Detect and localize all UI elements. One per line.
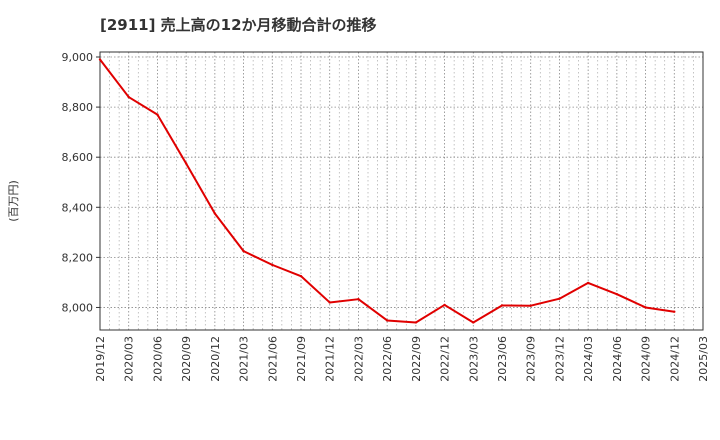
x-tick-label: 2023/06 bbox=[496, 336, 509, 382]
data-point bbox=[357, 297, 360, 301]
data-point bbox=[385, 319, 389, 322]
y-tick-label: 8,000 bbox=[62, 301, 94, 314]
data-point bbox=[443, 303, 446, 307]
x-tick-label: 2024/12 bbox=[668, 336, 681, 382]
x-tick-label: 2020/03 bbox=[123, 336, 136, 382]
grid-layer bbox=[100, 52, 703, 330]
x-axis-ticks: 2019/12 2020/03 2020/06 2020/09 2020/12 2021/… bbox=[94, 336, 710, 382]
data-point bbox=[500, 304, 504, 307]
data-point bbox=[213, 212, 217, 215]
y-axis-label: (百万円) bbox=[7, 180, 20, 222]
data-point bbox=[558, 297, 561, 300]
data-point bbox=[242, 249, 245, 253]
data-point bbox=[529, 304, 532, 307]
y-tick-label: 8,400 bbox=[62, 201, 94, 214]
data-point bbox=[644, 306, 647, 309]
y-tick-label: 9,000 bbox=[62, 51, 94, 64]
x-tick-label: 2024/06 bbox=[611, 336, 624, 382]
x-tick-label: 2022/06 bbox=[381, 336, 394, 382]
x-tick-label: 2021/03 bbox=[238, 336, 251, 382]
series-layer bbox=[98, 58, 676, 324]
x-tick-label: 2020/12 bbox=[209, 336, 222, 382]
x-tick-label: 2020/09 bbox=[180, 336, 193, 382]
plot-frame bbox=[99, 51, 704, 331]
data-point bbox=[673, 310, 676, 313]
y-tick-label: 8,800 bbox=[62, 101, 94, 114]
y-tick-label: 8,600 bbox=[62, 151, 94, 164]
data-point bbox=[184, 162, 188, 165]
data-point bbox=[271, 263, 274, 267]
data-point bbox=[328, 301, 331, 304]
x-tick-label: 2020/06 bbox=[151, 336, 164, 382]
x-tick-label: 2023/12 bbox=[553, 336, 566, 382]
data-point bbox=[127, 95, 130, 99]
x-tick-label: 2024/09 bbox=[640, 336, 653, 382]
x-tick-label: 2023/09 bbox=[525, 336, 538, 382]
data-point bbox=[615, 292, 619, 296]
data-point bbox=[414, 321, 418, 324]
x-tick-label: 2021/06 bbox=[266, 336, 279, 382]
x-tick-label: 2022/09 bbox=[410, 336, 423, 382]
x-tick-label: 2024/03 bbox=[582, 336, 595, 382]
x-tick-label: 2023/03 bbox=[467, 336, 480, 382]
chart-title: [2911] 売上高の12か月移動合計の推移 bbox=[100, 16, 377, 34]
x-tick-label: 2021/12 bbox=[324, 336, 337, 382]
data-point bbox=[299, 274, 303, 278]
x-tick-label: 2021/09 bbox=[295, 336, 308, 382]
y-axis-ticks: 8,000 8,200 8,400 8,600 8,800 9,000 bbox=[62, 51, 100, 314]
x-tick-label: 2019/12 bbox=[94, 336, 107, 382]
data-point bbox=[586, 281, 590, 285]
x-tick-label: 2025/03 bbox=[697, 336, 710, 382]
data-point bbox=[156, 113, 159, 116]
x-tick-label: 2022/12 bbox=[439, 336, 452, 382]
y-tick-label: 8,200 bbox=[62, 251, 94, 264]
x-tick-label: 2022/03 bbox=[352, 336, 365, 382]
data-point bbox=[472, 321, 475, 324]
data-point bbox=[98, 58, 102, 61]
